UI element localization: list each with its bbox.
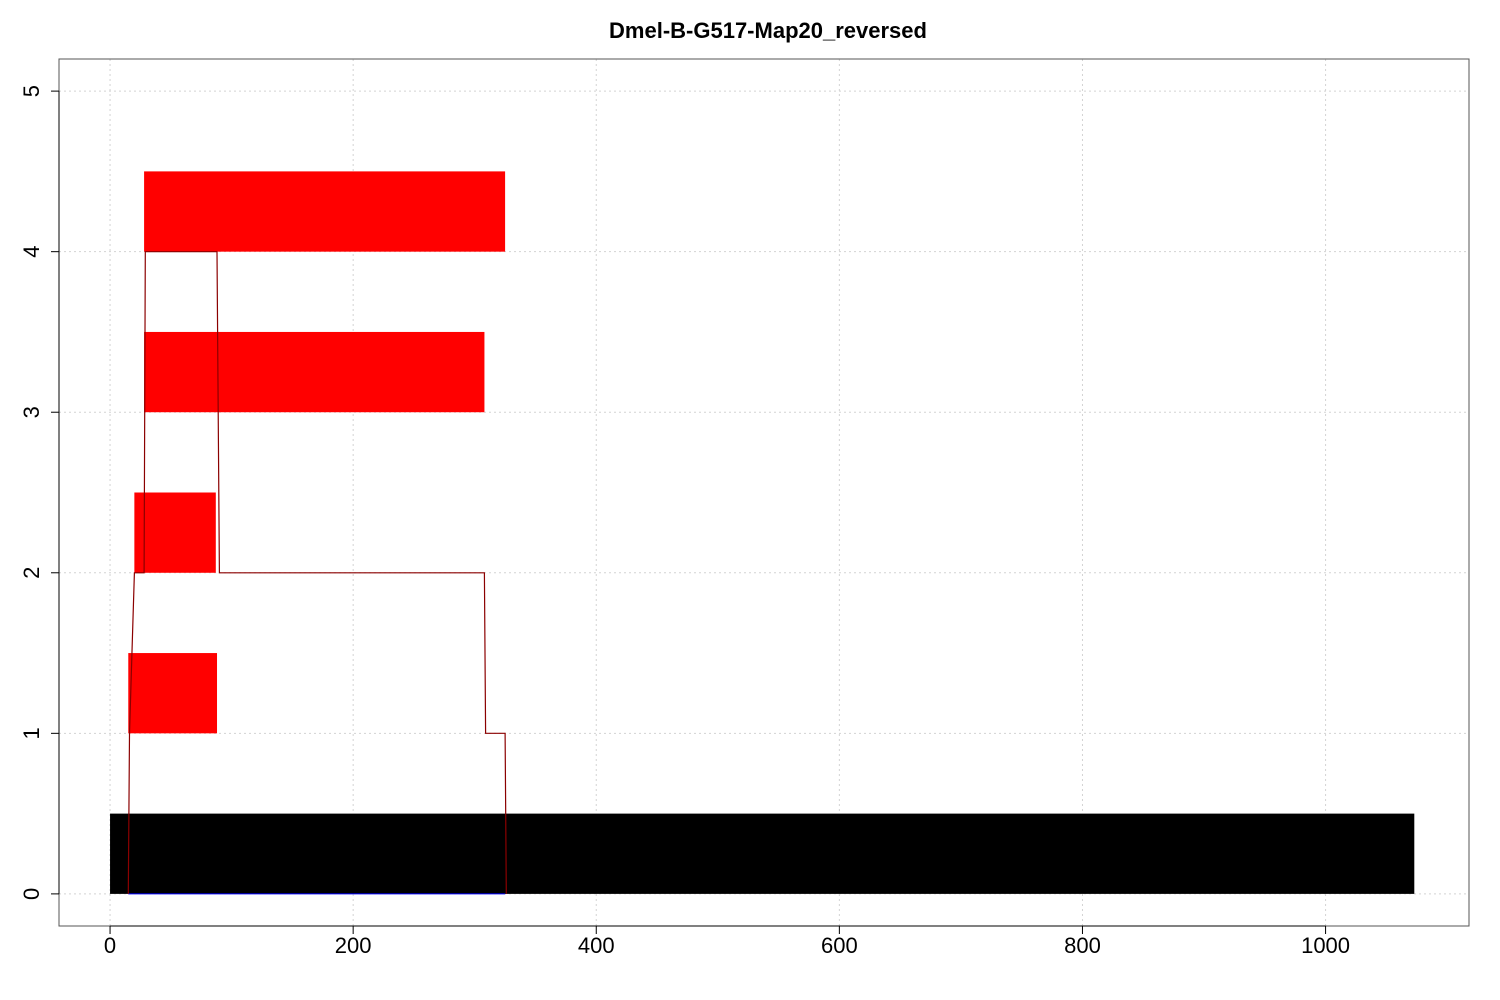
segment-bar (144, 171, 506, 252)
y-tick-label: 5 (19, 85, 44, 97)
segments-layer (128, 171, 506, 734)
x-tick-label: 0 (104, 933, 116, 958)
x-axis: 0 200 400 600 800 1000 (104, 925, 1350, 958)
y-axis: 0 1 2 3 4 5 (19, 85, 60, 900)
x-tick-label: 800 (1064, 933, 1101, 958)
segment-bar (128, 653, 218, 734)
segment-bar (134, 492, 216, 573)
lines-layer (127, 251, 507, 895)
reference-bar-layer (110, 813, 1415, 894)
reference-bar (110, 813, 1415, 894)
y-tick-label: 0 (19, 888, 44, 900)
x-tick-label: 1000 (1301, 933, 1350, 958)
x-tick-label: 400 (578, 933, 615, 958)
coverage-line (127, 251, 507, 894)
x-tick-label: 600 (821, 933, 858, 958)
segment-bar (144, 331, 485, 413)
y-tick-label: 1 (19, 727, 44, 739)
x-tick-label: 200 (335, 933, 372, 958)
y-tick-label: 2 (19, 567, 44, 579)
chart-title: Dmel-B-G517-Map20_reversed (609, 18, 927, 43)
y-tick-label: 3 (19, 406, 44, 418)
y-tick-label: 4 (19, 246, 44, 258)
